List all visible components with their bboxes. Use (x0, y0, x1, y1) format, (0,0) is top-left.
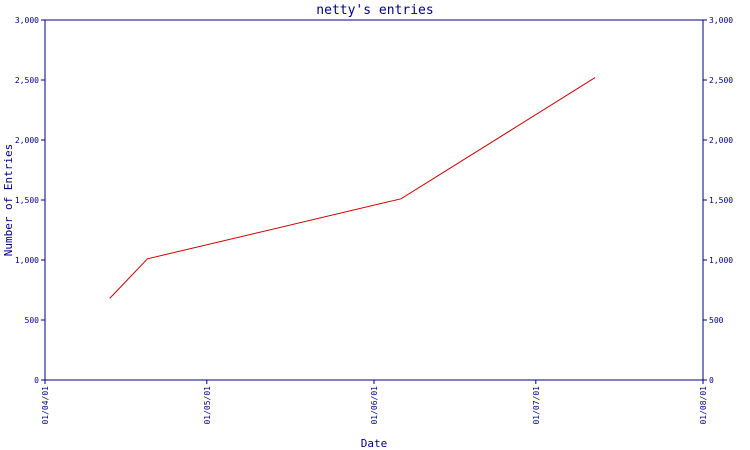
series-line (109, 77, 596, 299)
x-tick-label: 01/04/01 (41, 386, 50, 425)
y-tick-label-left: 2,500 (15, 76, 39, 85)
y-tick-label-right: 0 (709, 376, 714, 385)
y-tick-label-right: 2,500 (709, 76, 733, 85)
y-tick-label-right: 1,000 (709, 256, 733, 265)
y-tick-label-right: 1,500 (709, 196, 733, 205)
y-axis-right: 0 500 1,000 1,500 2,000 2,500 3,000 (703, 16, 733, 385)
y-tick-label-right: 3,000 (709, 16, 733, 25)
y-tick-label-left: 500 (25, 316, 40, 325)
x-tick-label: 01/08/01 (699, 386, 708, 425)
y-tick-label-left: 1,000 (15, 256, 39, 265)
y-tick-label-left: 1,500 (15, 196, 39, 205)
series-group (109, 77, 596, 299)
x-axis: 01/04/01 01/05/01 01/06/01 01/07/01 01/08/01 (41, 380, 708, 425)
x-tick-label: 01/06/01 (370, 386, 379, 425)
x-tick-label: 01/05/01 (203, 386, 212, 425)
y-axis-left: 0 500 1,000 1,500 2,000 2,500 3,000 (15, 16, 45, 385)
plot-area (44, 19, 704, 381)
y-tick-label-left: 0 (34, 376, 39, 385)
x-tick-label: 01/07/01 (532, 386, 541, 425)
x-axis-title: Date (361, 437, 388, 450)
y-axis-title: Number of Entries (2, 144, 15, 257)
y-tick-label-right: 500 (709, 316, 724, 325)
chart-title: netty's entries (316, 3, 433, 18)
y-tick-label-right: 2,000 (709, 136, 733, 145)
y-tick-label-left: 2,000 (15, 136, 39, 145)
y-tick-label-left: 3,000 (15, 16, 39, 25)
